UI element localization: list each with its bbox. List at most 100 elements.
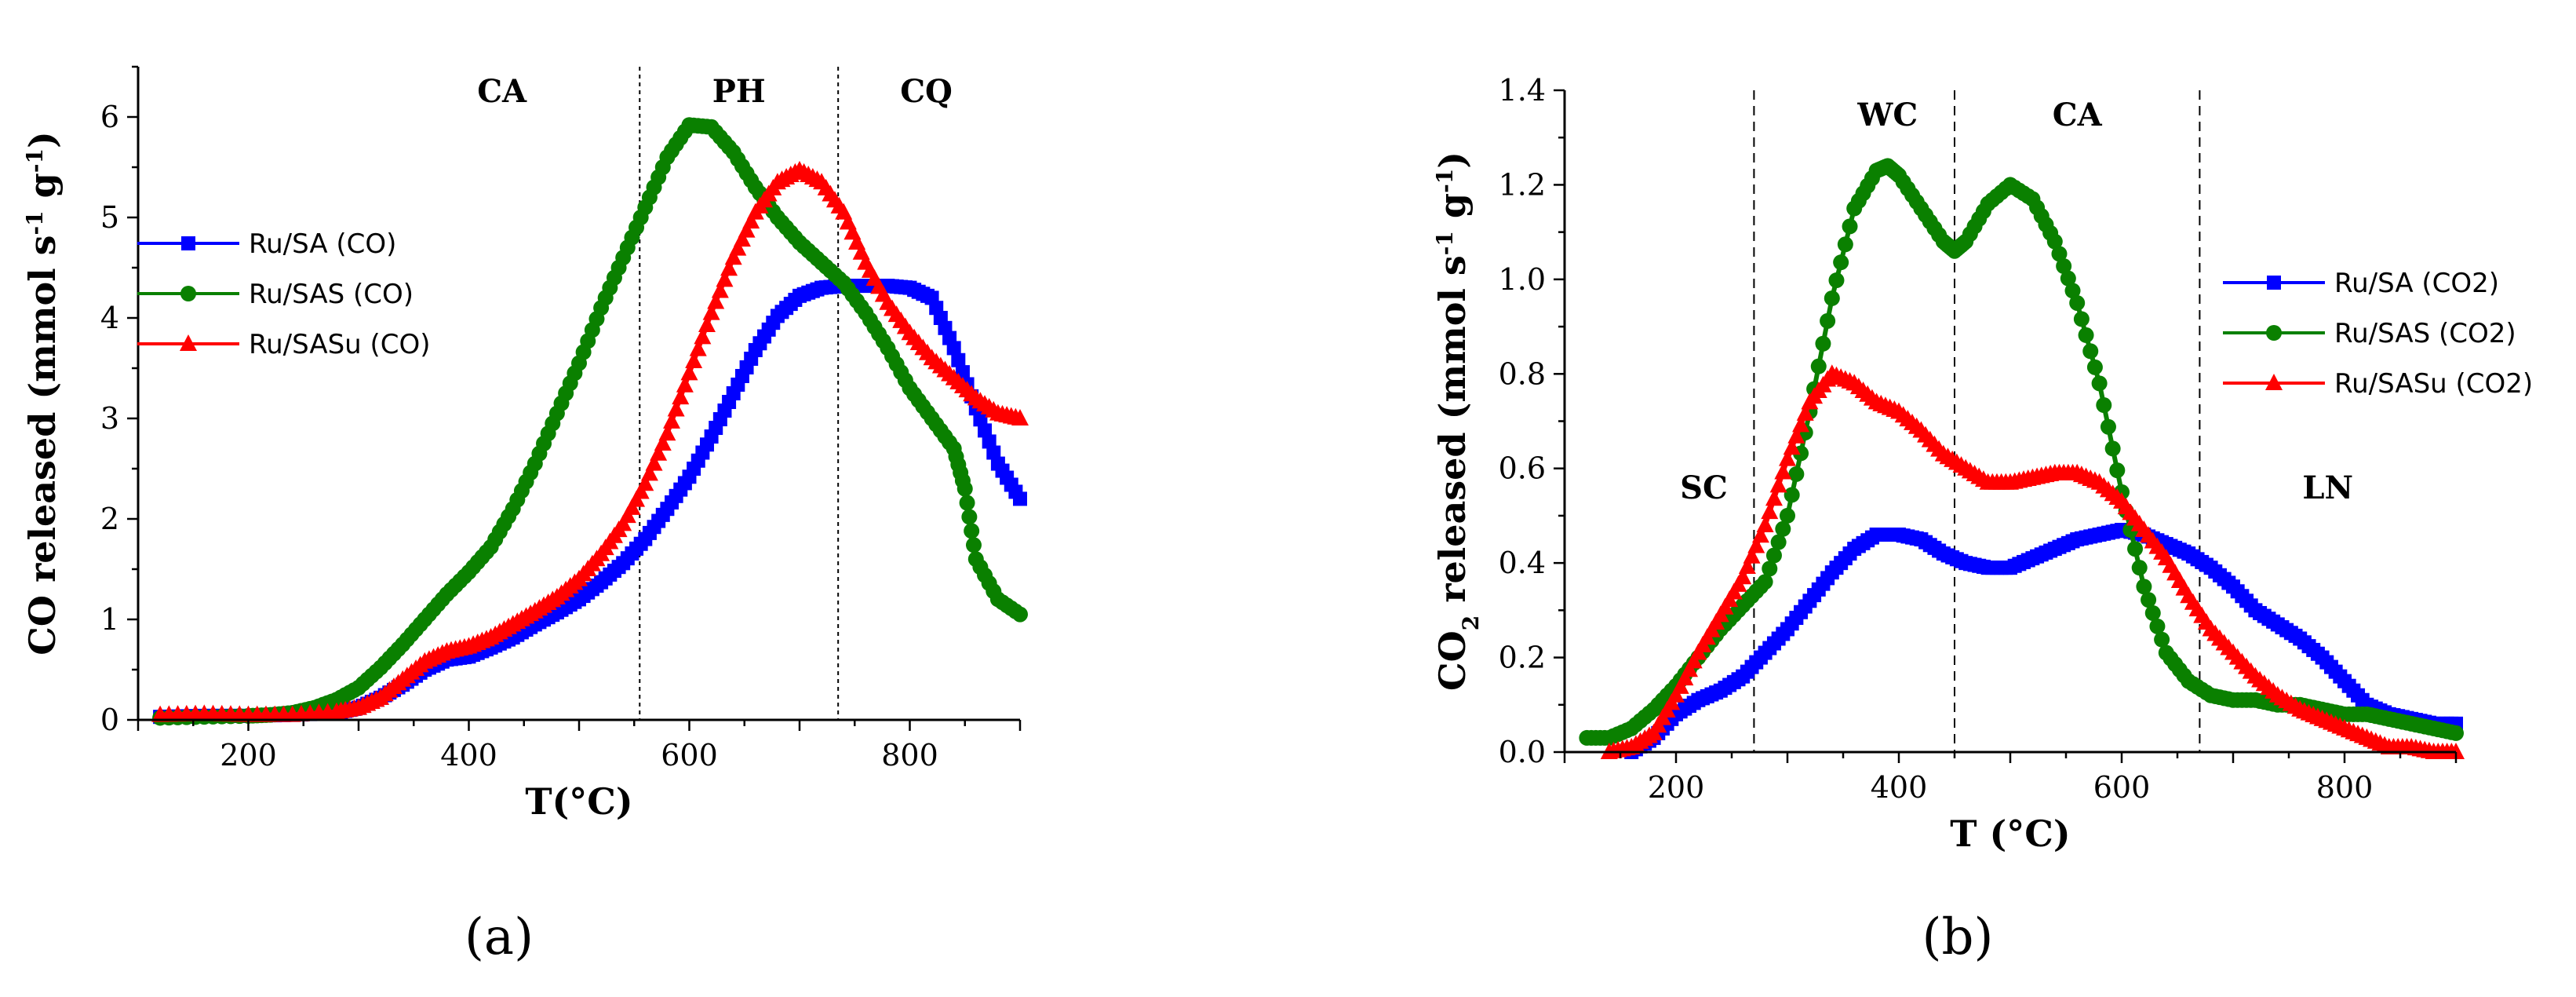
data-marker <box>689 339 707 356</box>
region-label-ph: PH <box>712 73 766 110</box>
y-tick-label: 2 <box>100 502 119 536</box>
data-marker <box>1774 462 1792 480</box>
y-tick-label: 5 <box>100 200 119 235</box>
x-tick-label: 800 <box>2316 770 2374 805</box>
data-marker <box>1685 652 1703 669</box>
data-marker <box>1788 466 1805 482</box>
legend-marker <box>2266 325 2282 341</box>
data-marker <box>2131 560 2148 576</box>
data-marker <box>694 327 712 345</box>
data-marker <box>2096 397 2112 414</box>
data-marker <box>733 230 751 247</box>
data-marker <box>978 423 993 438</box>
y-tick-label: 0 <box>100 703 119 737</box>
chart-panel-b: 200 400 600 800 0.0 0.2 0.4 0.6 0.8 1.0 1.2 1.4 SC WC… <box>1431 73 2533 966</box>
data-point <box>636 474 654 491</box>
legend-label: Ru/SASu (CO) <box>249 329 431 360</box>
y-axis-title: CO2 released (mmol s-1 g-1) <box>1431 152 1484 691</box>
data-marker <box>1820 312 1836 329</box>
data-marker <box>1787 426 1805 444</box>
data-marker <box>729 239 747 256</box>
region-label-cq: CQ <box>900 73 953 110</box>
data-point <box>1756 515 1774 532</box>
data-marker <box>1833 254 1849 271</box>
data-marker <box>1775 520 1791 537</box>
x-tick-label: 400 <box>440 738 497 772</box>
data-marker <box>645 454 663 471</box>
y-axis-title: CO released (mmol s-1 g-1) <box>21 131 64 655</box>
data-point <box>956 480 973 497</box>
data-marker <box>1815 335 1831 352</box>
data-marker <box>640 464 658 481</box>
data-marker <box>1828 272 1845 289</box>
data-marker <box>951 352 966 367</box>
data-marker <box>982 434 997 449</box>
data-marker <box>1671 677 1689 694</box>
data-marker <box>1783 438 1801 455</box>
data-marker <box>986 445 1001 460</box>
legend-label: Ru/SAS (CO2) <box>2334 318 2516 349</box>
data-point <box>946 341 961 356</box>
data-marker <box>667 400 685 417</box>
x-tick-label: 200 <box>1648 770 1705 805</box>
data-marker <box>1762 561 1778 577</box>
data-marker <box>1837 236 1853 253</box>
legend-label: Ru/SA (CO) <box>249 228 396 260</box>
data-point <box>680 363 698 381</box>
legend-label: Ru/SASu (CO2) <box>2334 368 2533 400</box>
data-point <box>1824 290 1840 306</box>
y-tick-label: 4 <box>100 301 119 335</box>
data-point <box>658 424 676 441</box>
data-point <box>1012 606 1028 623</box>
legend-marker <box>181 236 195 250</box>
data-marker <box>1747 536 1765 553</box>
data-marker <box>698 315 716 332</box>
data-marker <box>964 523 980 539</box>
data-point <box>702 303 720 320</box>
data-marker <box>961 509 978 525</box>
y-tick-label: 1.2 <box>1499 167 1546 202</box>
panel-label: (b) <box>1922 908 1994 966</box>
data-marker <box>1792 415 1810 433</box>
data-marker <box>672 388 690 405</box>
data-marker <box>716 270 734 287</box>
data-marker <box>1769 476 1787 493</box>
data-marker <box>1796 404 1814 421</box>
y-tick-label: 3 <box>100 401 119 436</box>
y-tick-label: 0.6 <box>1499 451 1546 486</box>
data-marker <box>711 281 729 298</box>
x-tick-label: 600 <box>2093 770 2151 805</box>
region-label-sc: SC <box>1680 469 1728 506</box>
data-point <box>1013 491 1027 506</box>
y-tick-label: 0.8 <box>1499 356 1546 391</box>
data-point <box>1734 568 1752 585</box>
data-marker <box>1761 502 1779 520</box>
data-marker <box>959 495 975 511</box>
chart-panel-a: 200 400 600 800 0 1 2 3 4 5 6 CA PH CQ T(°C) CO release… <box>21 65 1029 966</box>
data-marker <box>1770 534 1787 550</box>
data-point <box>2069 294 2086 311</box>
data-marker <box>663 411 681 429</box>
region-label-ca: CA <box>2053 97 2103 133</box>
x-axis-title: T (°C) <box>1950 813 2070 855</box>
data-marker <box>2141 592 2157 608</box>
legend-entry: Ru/SA (CO) <box>137 228 396 260</box>
data-marker <box>2078 327 2094 343</box>
data-point <box>1011 409 1029 425</box>
x-tick-label: 400 <box>1871 770 1928 805</box>
data-marker <box>1842 218 1858 235</box>
series-ru-sas-co <box>152 117 1028 726</box>
legend-entry: Ru/SAS (CO) <box>137 279 414 310</box>
y-tick-label: 6 <box>100 100 119 134</box>
legend-entry: Ru/SASu (CO) <box>137 329 431 360</box>
y-tick-label: 0.0 <box>1499 735 1546 769</box>
x-axis-title: T(°C) <box>525 780 632 823</box>
legend-entry: Ru/SA (CO2) <box>2223 268 2499 299</box>
data-marker <box>2060 270 2076 287</box>
y-tick-label: 0.2 <box>1499 641 1546 675</box>
data-point <box>2046 233 2063 250</box>
data-marker <box>707 292 725 309</box>
data-marker <box>1681 660 1699 677</box>
legend-marker <box>180 286 196 301</box>
data-point <box>1780 507 1795 524</box>
